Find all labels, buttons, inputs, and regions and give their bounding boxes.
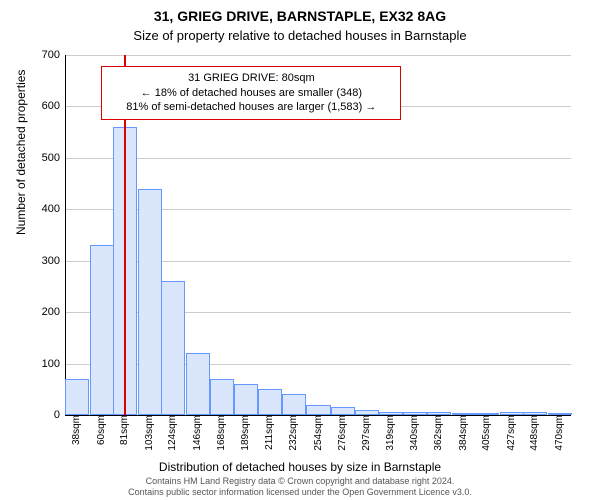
histogram-bar — [65, 379, 89, 415]
x-tick-label: 405sqm — [481, 415, 492, 451]
histogram-bar — [234, 384, 258, 415]
histogram-bar — [186, 353, 210, 415]
x-axis-label: Distribution of detached houses by size … — [0, 460, 600, 474]
x-tick-label: 232sqm — [288, 415, 299, 451]
x-tick-label: 168sqm — [216, 415, 227, 451]
footer-line-2: Contains public sector information licen… — [0, 487, 600, 498]
x-tick-label: 254sqm — [313, 415, 324, 451]
y-tick-label: 600 — [42, 100, 66, 112]
x-tick-label: 470sqm — [554, 415, 565, 451]
x-tick-label: 319sqm — [385, 415, 396, 451]
y-tick-label: 100 — [42, 358, 66, 370]
x-tick-label: 276sqm — [337, 415, 348, 451]
plot-area: 010020030040050060070038sqm60sqm81sqm103… — [65, 55, 571, 416]
histogram-bar — [210, 379, 234, 415]
x-tick-label: 384sqm — [458, 415, 469, 451]
callout-line: ← 18% of detached houses are smaller (34… — [108, 86, 394, 101]
chart-title-sub: Size of property relative to detached ho… — [0, 28, 600, 43]
histogram-bar — [258, 389, 282, 415]
y-tick-label: 700 — [42, 49, 66, 61]
y-tick-label: 500 — [42, 152, 66, 164]
callout-line: 31 GRIEG DRIVE: 80sqm — [108, 71, 394, 86]
x-tick-label: 448sqm — [529, 415, 540, 451]
x-tick-label: 38sqm — [71, 415, 82, 445]
x-tick-label: 189sqm — [240, 415, 251, 451]
histogram-bar — [138, 189, 162, 415]
x-tick-label: 124sqm — [167, 415, 178, 451]
footer-line-1: Contains HM Land Registry data © Crown c… — [0, 476, 600, 487]
histogram-bar — [306, 405, 330, 415]
gridline — [66, 158, 571, 159]
x-tick-label: 362sqm — [433, 415, 444, 451]
x-tick-label: 146sqm — [192, 415, 203, 451]
x-tick-label: 103sqm — [144, 415, 155, 451]
x-tick-label: 81sqm — [119, 415, 130, 445]
x-tick-label: 427sqm — [506, 415, 517, 451]
histogram-bar — [161, 281, 185, 415]
chart-title-main: 31, GRIEG DRIVE, BARNSTAPLE, EX32 8AG — [0, 8, 600, 24]
y-axis-label: Number of detached properties — [14, 70, 28, 235]
histogram-bar — [90, 245, 114, 415]
histogram-bar — [331, 407, 355, 415]
x-tick-label: 340sqm — [409, 415, 420, 451]
gridline — [66, 55, 571, 56]
callout-box: 31 GRIEG DRIVE: 80sqm← 18% of detached h… — [101, 66, 401, 121]
y-tick-label: 300 — [42, 255, 66, 267]
y-tick-label: 0 — [54, 409, 66, 421]
chart-container: 31, GRIEG DRIVE, BARNSTAPLE, EX32 8AG Si… — [0, 0, 600, 500]
y-tick-label: 400 — [42, 203, 66, 215]
x-tick-label: 211sqm — [264, 415, 275, 450]
callout-line: 81% of semi-detached houses are larger (… — [108, 100, 394, 115]
histogram-bar — [282, 394, 306, 415]
x-tick-label: 297sqm — [361, 415, 372, 451]
attribution-footer: Contains HM Land Registry data © Crown c… — [0, 476, 600, 498]
x-tick-label: 60sqm — [96, 415, 107, 445]
y-tick-label: 200 — [42, 306, 66, 318]
